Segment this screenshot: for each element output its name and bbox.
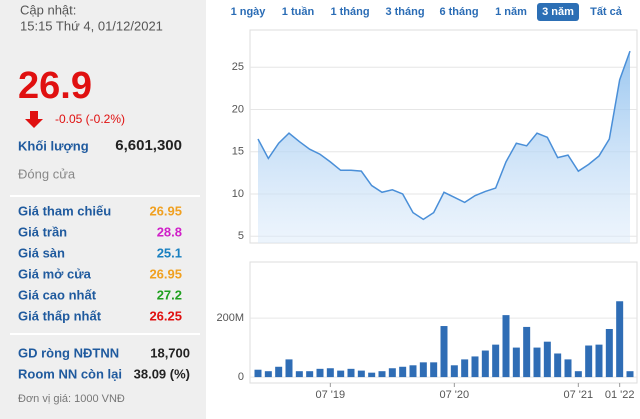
row-value: 28.8: [157, 224, 182, 239]
row-value: 26.25: [149, 308, 182, 323]
tab[interactable]: 1 năm: [495, 6, 527, 18]
row-label: Giá mở cửa: [18, 266, 92, 281]
y-tick-label: 15: [232, 146, 244, 158]
tab[interactable]: 6 tháng: [439, 6, 478, 18]
update-label: Cập nhật:: [20, 2, 76, 17]
tab[interactable]: Tất cả: [590, 6, 623, 18]
volume-bar: [481, 350, 489, 378]
tab[interactable]: 1 ngày: [231, 6, 267, 18]
y-tick-label: 25: [232, 61, 244, 73]
volume-bar: [399, 366, 407, 378]
y-tick-label: 200M: [216, 312, 244, 324]
row-label: GD ròng NĐTNN: [18, 345, 119, 360]
volume-bar: [543, 341, 551, 378]
down-arrow: [25, 111, 43, 128]
row-value: 26.95: [149, 203, 182, 218]
volume-bar: [471, 356, 479, 378]
volume-bar: [512, 347, 520, 378]
volume-bar: [378, 371, 386, 378]
volume-bar: [285, 359, 293, 378]
x-tick-label: 07 '20: [440, 389, 470, 401]
row-label: Giá thấp nhất: [18, 308, 102, 323]
update-time: 15:15 Thứ 4, 01/12/2021: [20, 18, 163, 33]
volume-bar: [502, 315, 510, 378]
change: -0.05 (-0.2%): [55, 112, 125, 126]
tab-selected-bg: [537, 3, 579, 21]
unit-note: Đơn vị giá: 1000 VNĐ: [18, 393, 125, 405]
info-panel: [0, 0, 206, 419]
volume-bar: [306, 371, 314, 378]
y-tick-label: 20: [232, 103, 244, 115]
row-label: Giá sàn: [18, 245, 65, 260]
row-value: 27.2: [157, 287, 182, 302]
volume-label: Khối lượng: [18, 138, 89, 153]
volume-bar: [409, 365, 417, 378]
tab[interactable]: 1 tháng: [330, 6, 369, 18]
y-tick-label: 5: [238, 230, 244, 242]
volume-bar: [440, 326, 448, 378]
volume-bar: [316, 368, 324, 378]
volume-bar: [492, 344, 500, 378]
row-label: Giá trần: [18, 224, 67, 239]
tab[interactable]: 1 tuần: [282, 6, 315, 18]
volume-bar: [461, 359, 469, 378]
row-value: 38.09 (%): [134, 366, 190, 381]
volume-bar: [523, 326, 531, 378]
plot-frame: [249, 261, 638, 384]
volume-bar: [368, 372, 376, 378]
x-tick-label: 01 '22: [605, 389, 635, 401]
volume-bar: [616, 301, 624, 378]
volume-bar: [564, 359, 572, 378]
volume-bar: [357, 370, 365, 378]
volume-bar: [585, 345, 593, 378]
volume-bar: [430, 362, 438, 378]
price: 26.9: [18, 65, 92, 107]
tab[interactable]: 3 năm: [542, 6, 574, 18]
volume-bar: [337, 370, 345, 378]
volume-bar: [450, 365, 458, 378]
volume-bar: [264, 371, 272, 378]
volume-bar: [347, 368, 355, 378]
volume-bar: [326, 368, 334, 378]
x-tick-label: 07 '19: [316, 389, 346, 401]
volume-bar: [605, 328, 613, 378]
volume-bar: [419, 362, 427, 378]
row-label: Giá cao nhất: [18, 287, 97, 302]
volume-bar: [595, 344, 603, 378]
row-label: Giá tham chiếu: [18, 203, 111, 218]
row-value: 25.1: [157, 245, 182, 260]
row-value: 26.95: [149, 266, 182, 281]
volume-bar: [254, 369, 262, 378]
area-fill: [258, 51, 630, 243]
volume-bar: [554, 353, 562, 378]
volume-bar: [275, 366, 283, 378]
tab[interactable]: 3 tháng: [385, 6, 424, 18]
price-line: [257, 50, 631, 221]
row-label: Room NN còn lại: [18, 366, 122, 381]
status: Đóng cửa: [18, 166, 76, 181]
row-value: 18,700: [150, 345, 190, 360]
volume-bar: [533, 347, 541, 378]
y-tick-label: 10: [232, 188, 244, 200]
y-tick-label: 0: [238, 371, 244, 383]
volume-bar: [626, 371, 634, 378]
x-tick-label: 07 '21: [564, 389, 594, 401]
volume-bar: [295, 371, 303, 378]
volume: 6,601,300: [115, 137, 182, 154]
volume-bar: [388, 368, 396, 378]
volume-bar: [574, 371, 582, 378]
